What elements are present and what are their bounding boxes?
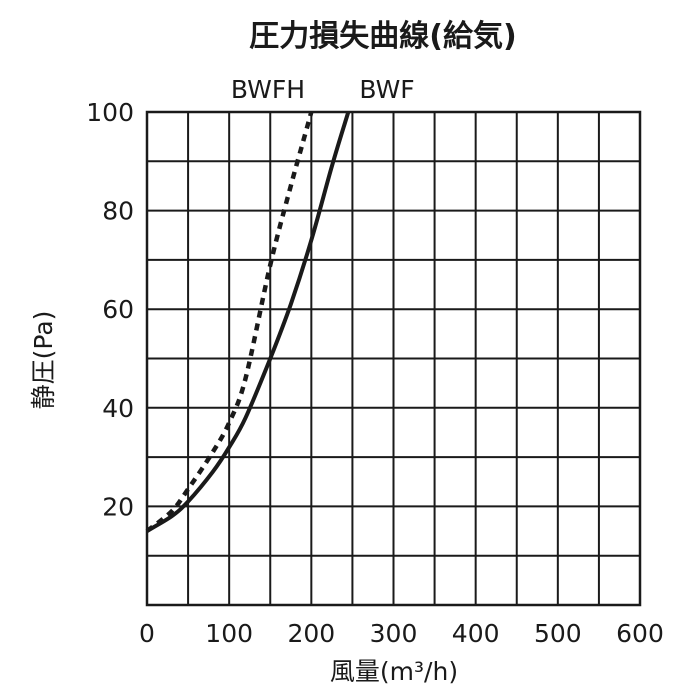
- series-line-bwfh: [145, 111, 314, 533]
- x-tick-label: 600: [616, 619, 664, 648]
- y-axis-ticks: 20 40 60 80 100: [86, 98, 134, 521]
- x-tick-label: 0: [139, 619, 155, 648]
- chart-title: 圧力損失曲線(給気): [249, 19, 516, 54]
- y-axis-label: 静圧(Pa): [29, 311, 58, 410]
- x-axis-label: 風量(m³/h): [330, 657, 458, 686]
- legend: BWFH BWF: [231, 75, 415, 104]
- y-tick-label: 60: [102, 295, 134, 324]
- x-tick-label: 500: [534, 619, 582, 648]
- y-tick-label: 80: [102, 197, 134, 226]
- x-tick-label: 400: [452, 619, 500, 648]
- series-label-bwf: BWF: [359, 75, 414, 104]
- y-tick-label: 100: [86, 98, 134, 127]
- x-tick-label: 200: [287, 619, 335, 648]
- plot-frame: [145, 110, 642, 607]
- series-layer: [145, 111, 351, 533]
- x-tick-label: 100: [205, 619, 253, 648]
- grid: [147, 112, 640, 605]
- y-tick-label: 20: [102, 492, 134, 521]
- x-axis-ticks: 0 100 200 300 400 500 600: [139, 619, 664, 648]
- y-tick-label: 40: [102, 394, 134, 423]
- series-line-bwf: [145, 111, 351, 533]
- x-tick-label: 300: [370, 619, 418, 648]
- series-label-bwfh: BWFH: [231, 75, 305, 104]
